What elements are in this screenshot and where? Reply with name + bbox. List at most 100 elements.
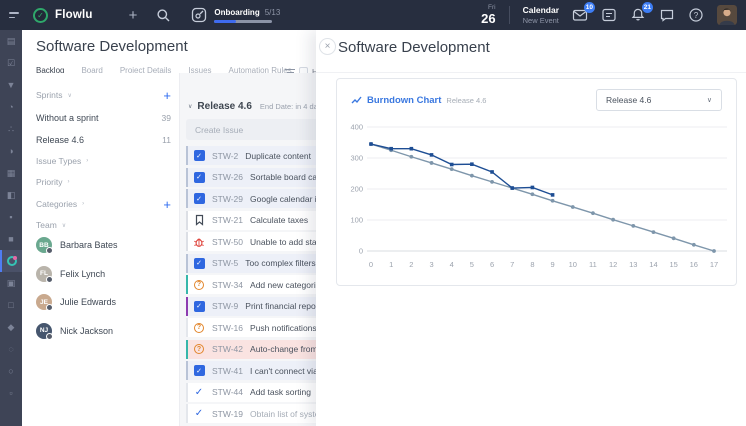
rail-item-agile-projects[interactable] (0, 250, 22, 272)
issue-key: STW-21 (212, 215, 244, 225)
issue-types-section-header[interactable]: Issue Types › (36, 152, 171, 170)
rail-item-finance[interactable]: ◑ (0, 140, 22, 162)
notifications-button[interactable]: 21 (630, 2, 653, 23)
rail-item-crm-funnel[interactable]: ▼ (0, 74, 22, 96)
team-section-header[interactable]: Team ∨ (36, 216, 171, 234)
svg-text:10: 10 (569, 260, 577, 269)
onboarding-progress-bar (214, 19, 273, 23)
question-icon: ? (194, 322, 204, 333)
tasks-icon: ☑ (6, 57, 16, 68)
team-icon: ▪ (9, 212, 13, 222)
issue-title: Add new categories (250, 279, 325, 290)
priority-section-header[interactable]: Priority › (36, 173, 171, 191)
svg-text:1: 1 (389, 260, 393, 269)
flowlu-logo-icon[interactable]: ✓ (33, 7, 48, 23)
issue-key: STW-19 (212, 408, 244, 419)
module-rail: ▤ ☑ ▼ ◔ ∴ ◑ ▦ ◧ ▪ ■ ▣ □ ◆ ◌ ○ ▫ (0, 30, 22, 426)
hide-label: H (312, 68, 318, 77)
team-member[interactable]: JE Julie Edwards (36, 293, 171, 311)
issue-title: I can't connect via IMA (250, 365, 336, 376)
onboarding-progress[interactable]: Onboarding 5/13 (191, 7, 280, 23)
issue-key: STW-29 (212, 193, 244, 204)
rail-item-automation[interactable]: ◆ (0, 316, 22, 338)
task-checkbox-icon: ✓ (193, 365, 205, 376)
release-select-value: Release 4.6 (606, 95, 652, 105)
notes-button[interactable] (601, 7, 617, 23)
rail-item-clients[interactable]: ◔ (0, 96, 22, 118)
sprint-item-label: Without a sprint (36, 113, 99, 123)
issue-key: STW-50 (212, 236, 244, 247)
date-widget[interactable]: Fri 26 (481, 4, 495, 25)
sprint-group-name: Release 4.6 (197, 100, 252, 112)
release-select[interactable]: Release 4.6 ∨ (596, 89, 722, 111)
rail-item-time-tracking[interactable]: ◌ (0, 338, 22, 360)
mailbox-icon: □ (8, 300, 14, 310)
tab-automation-rules[interactable]: Automation Rules (228, 66, 292, 75)
sprint-group-header[interactable]: ∨ Release 4.6 End Date: in 4 days (188, 97, 325, 115)
calendar-shortcut[interactable]: Calendar New Event (523, 5, 559, 25)
svg-text:0: 0 (359, 247, 363, 256)
notifications-badge: 21 (641, 2, 653, 13)
rail-item-tasks[interactable]: ☑ (0, 52, 22, 74)
tab-board[interactable]: Board (81, 66, 103, 75)
sprints-section-header[interactable]: Sprints ∨ + (36, 86, 171, 104)
documents-icon: ▦ (6, 167, 16, 178)
svg-text:100: 100 (350, 216, 363, 225)
tab-issues[interactable]: Issues (188, 66, 212, 75)
rail-item-portfolios[interactable]: ▣ (0, 272, 22, 294)
sprint-item-count: 39 (161, 113, 171, 123)
onboarding-label: Onboarding (214, 7, 260, 17)
menu-icon[interactable] (9, 12, 20, 18)
help-button[interactable]: ? (688, 7, 704, 23)
team-member[interactable]: NJ Nick Jackson (36, 322, 171, 340)
page-title: Software Development (36, 38, 188, 55)
task-checkbox-icon: ✓ (193, 193, 205, 204)
svg-text:13: 13 (629, 260, 637, 269)
brand-name[interactable]: Flowlu (55, 9, 93, 21)
chart-subtitle: Release 4.6 (446, 95, 487, 105)
org-structure-icon: ∴ (8, 123, 14, 134)
onboarding-count: 5/13 (264, 7, 281, 17)
products-icon: ◧ (6, 189, 16, 200)
add-category-button[interactable]: + (163, 196, 171, 212)
team-member[interactable]: BB Barbara Bates (36, 236, 171, 254)
issue-key: STW-16 (212, 322, 244, 333)
sprint-filter-release-4-6[interactable]: Release 4.6 11 (36, 131, 171, 149)
task-checkbox-icon: ✓ (193, 150, 205, 161)
rail-item-products[interactable]: ◧ (0, 184, 22, 206)
team-member[interactable]: FL Felix Lynch (36, 265, 171, 283)
categories-section-header[interactable]: Categories › + (36, 195, 171, 213)
chevron-down-icon: ∨ (61, 222, 67, 229)
sprint-filter-without-sprint[interactable]: Without a sprint 39 (36, 109, 171, 127)
rail-item-knowledge-base[interactable]: ■ (0, 228, 22, 250)
svg-text:8: 8 (530, 260, 534, 269)
mail-badge: 10 (583, 2, 595, 13)
issue-title: Print financial reports (245, 301, 326, 311)
mail-button[interactable]: 10 (572, 2, 595, 23)
member-name: Julie Edwards (60, 297, 117, 307)
rail-item-mailbox[interactable]: □ (0, 294, 22, 316)
bookmark-icon (195, 214, 203, 226)
avatar: NJ (36, 322, 53, 340)
rail-item-reports[interactable]: ○ (0, 360, 22, 382)
create-new-button[interactable]: + (128, 6, 138, 24)
burndown-chart-card: Burndown Chart Release 4.6 Release 4.6 ∨… (336, 78, 737, 286)
chevron-down-icon: ∨ (706, 97, 712, 104)
tab-project-details[interactable]: Project Details (119, 66, 172, 75)
sprints-label: Sprints (36, 90, 63, 100)
rail-item-documents[interactable]: ▦ (0, 162, 22, 184)
search-icon[interactable] (156, 8, 171, 23)
user-avatar[interactable] (717, 5, 737, 25)
close-icon[interactable]: × (319, 38, 336, 55)
svg-text:3: 3 (429, 260, 433, 269)
rail-item-dashboard[interactable]: ▤ (0, 30, 22, 52)
add-sprint-button[interactable]: + (163, 87, 171, 103)
sprint-end-date: End Date: in 4 days (259, 101, 326, 111)
svg-text:200: 200 (350, 185, 363, 194)
rail-item-org-structure[interactable]: ∴ (0, 118, 22, 140)
rail-item-settings[interactable]: ▫ (0, 382, 22, 404)
chat-button[interactable] (659, 7, 675, 23)
rail-item-team[interactable]: ▪ (0, 206, 22, 228)
issue-key: STW-2 (212, 150, 239, 161)
